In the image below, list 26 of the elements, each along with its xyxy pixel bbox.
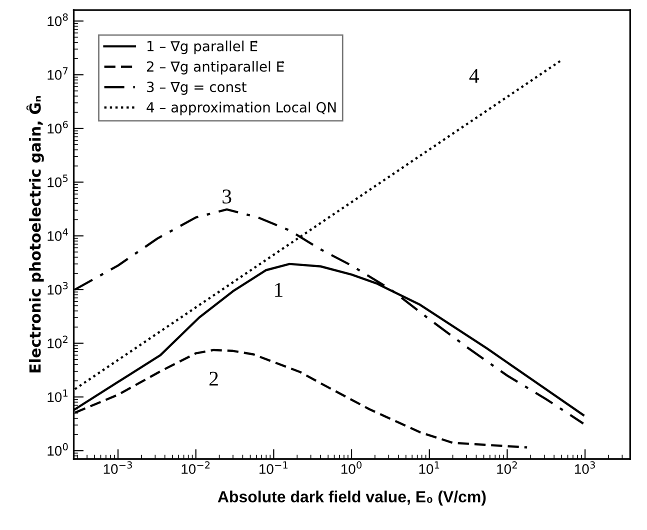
annotation: 1 [275,282,282,297]
y-tick-label: 10$^{2}$ [48,336,68,348]
y-tick-label: 10$^{1}$ [48,389,68,402]
x-tick-label: 10$^{0}$ [341,461,362,474]
annotation: 2 [210,372,218,386]
x-tick-label: 10$^{1}$ [419,461,440,474]
annotation: 4 [469,68,480,83]
y-tick-label: 10$^{4}$ [48,228,68,241]
y-tick-label: 10$^{7}$ [48,67,68,80]
legend-label: 2 – ∇g antiparallel E⃗ [147,61,284,74]
y-tick-label: 10$^{6}$ [48,120,68,134]
y-tick-label: 10$^{8}$ [48,13,68,26]
x-tick-label: 10$^{−1}$ [260,461,288,474]
y-tick-label: 10$^{3}$ [48,282,68,295]
legend-label: 3 – ∇g = const [147,82,246,95]
legend-label: 1 – ∇g parallel E⃗ [148,40,258,54]
x-tick-label: 10$^{2}$ [497,461,517,474]
annotation: 3 [222,190,232,204]
y-axis-title: Electronic photoelectric gain, Ĝₙ [26,96,44,372]
x-tick-label: 10$^{−3}$ [104,461,132,474]
x-tick-label: 10$^{−2}$ [182,461,210,474]
x-tick-label: 10$^{3}$ [574,461,595,474]
x-axis-title: Absolute dark field value, E₀ (V/cm) [218,490,486,506]
y-tick-label: 10$^{0}$ [48,443,68,456]
y-tick-label: 10$^{5}$ [48,174,68,188]
legend-label: 4 – approximation Local QN [146,102,336,116]
